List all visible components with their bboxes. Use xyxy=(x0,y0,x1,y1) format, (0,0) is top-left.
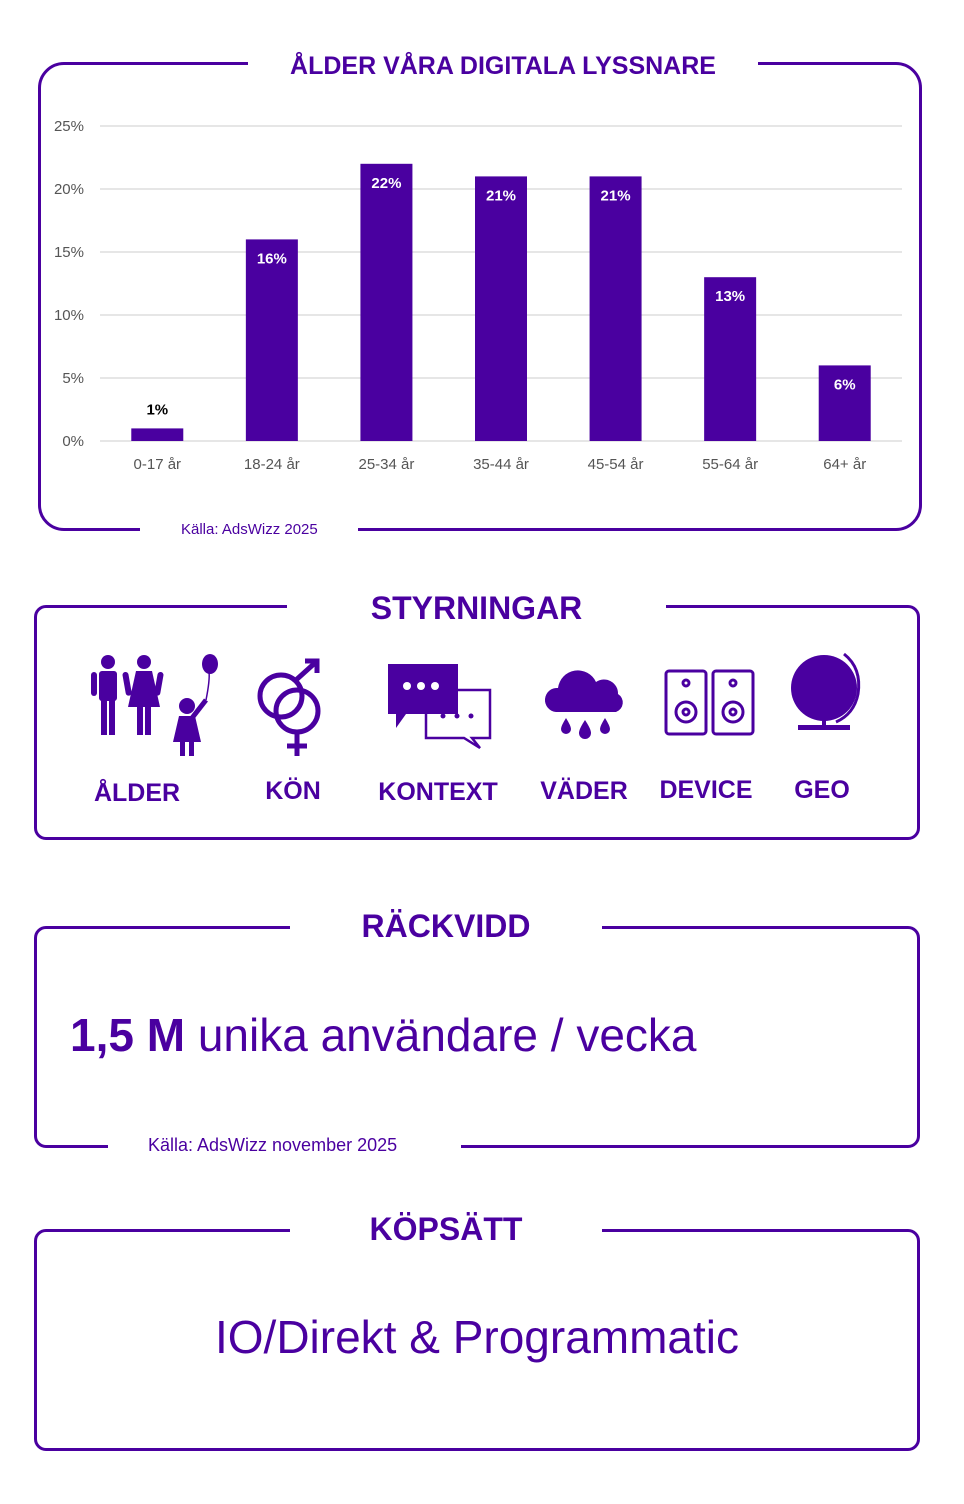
targeting-label-alder: ÅLDER xyxy=(93,779,181,807)
family-icon xyxy=(91,654,218,756)
bar xyxy=(704,277,757,441)
data-label: 22% xyxy=(371,175,401,192)
x-tick-label: 0-17 år xyxy=(134,456,182,473)
globe-icon xyxy=(791,652,861,730)
buying-text: IO/Direkt & Programmatic xyxy=(215,1311,739,1363)
bar xyxy=(245,239,298,441)
gender-icon xyxy=(257,658,321,756)
bar xyxy=(589,176,642,441)
targeting-label-kontext: KONTEXT xyxy=(378,778,498,806)
x-tick-label: 18-24 år xyxy=(244,456,300,473)
x-tick-label: 25-34 år xyxy=(358,456,414,473)
rain-cloud-icon xyxy=(544,670,623,739)
y-tick-label: 5% xyxy=(62,370,84,387)
data-label: 1% xyxy=(146,401,168,418)
data-label: 6% xyxy=(834,376,856,393)
chart-title: ÅLDER VÅRA DIGITALA LYSSNARE xyxy=(290,52,716,80)
targeting-label-vader: VÄDER xyxy=(540,777,628,805)
reach-value: 1,5 M xyxy=(70,1009,186,1061)
bar xyxy=(818,365,871,441)
data-label: 16% xyxy=(257,250,287,267)
speech-bubbles-icon xyxy=(388,664,492,750)
data-label: 13% xyxy=(715,288,745,305)
data-label: 21% xyxy=(601,187,631,204)
y-tick-label: 0% xyxy=(62,433,84,450)
reach-text: unika användare / vecka xyxy=(197,1009,697,1061)
chart-source: Källa: AdsWizz 2025 xyxy=(181,521,318,538)
data-label: 21% xyxy=(486,187,516,204)
x-tick-label: 55-64 år xyxy=(702,456,758,473)
age-bar-chart: 0% 5% 10% 15% 20% 25% 1% 0-17 år 16% 18-24 år 22% 2… xyxy=(54,118,902,473)
reach-source: Källa: AdsWizz november 2025 xyxy=(148,1135,398,1156)
y-tick-label: 20% xyxy=(54,181,84,198)
buying-title: KÖPSÄTT xyxy=(369,1211,523,1247)
y-tick-label: 10% xyxy=(54,307,84,324)
x-tick-label: 45-54 år xyxy=(588,456,644,473)
y-tick-label: 25% xyxy=(54,118,84,135)
y-tick-label: 15% xyxy=(54,244,84,261)
reach-title: RÄCKVIDD xyxy=(361,908,531,944)
bar xyxy=(131,428,184,441)
targeting-label-geo: GEO xyxy=(794,776,850,804)
speakers-icon xyxy=(664,669,755,736)
targeting-label-device: DEVICE xyxy=(659,776,753,804)
bar xyxy=(360,163,413,442)
x-tick-label: 35-44 år xyxy=(473,456,529,473)
reach-statement: 1,5 M unika användare / vecka xyxy=(70,1008,696,1062)
bar xyxy=(475,176,527,441)
targeting-label-kon: KÖN xyxy=(265,777,321,805)
x-tick-label: 64+ år xyxy=(823,456,866,473)
targeting-title: STYRNINGAR xyxy=(370,590,583,626)
